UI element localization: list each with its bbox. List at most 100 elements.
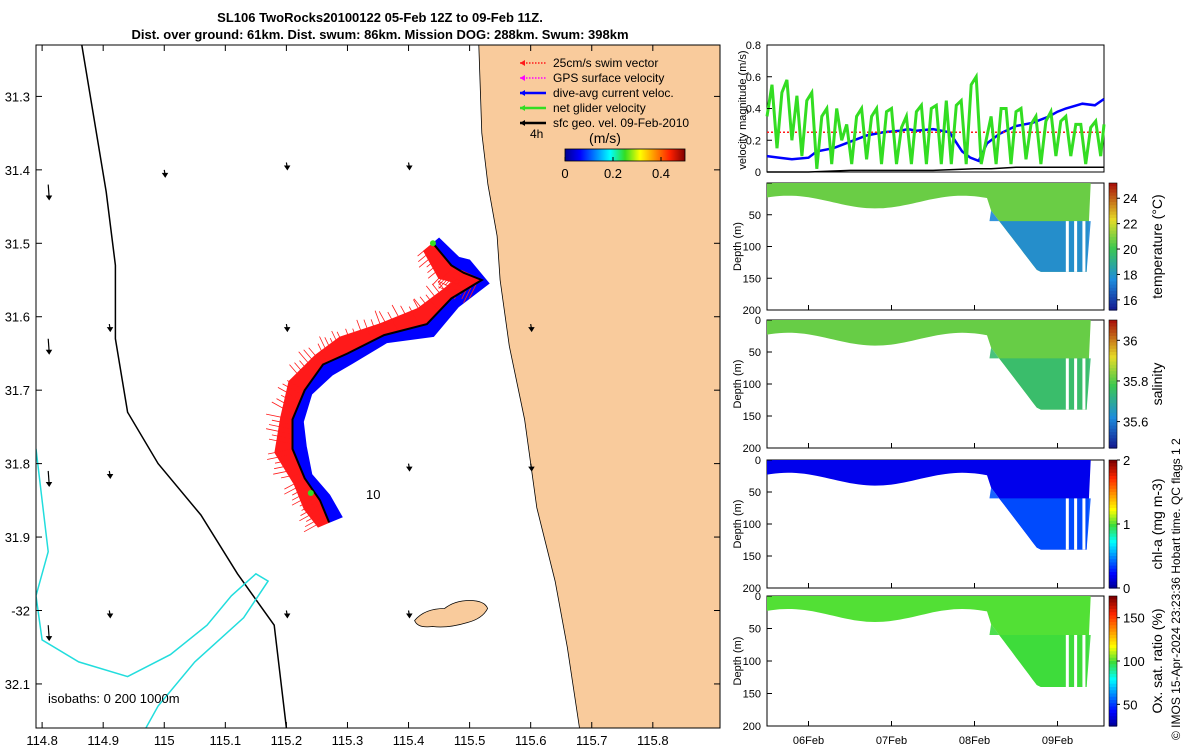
colorbar-segment <box>1109 416 1117 420</box>
colorbar-tick-label: 0 <box>1123 581 1130 596</box>
geo-arrow-head <box>45 349 53 355</box>
colorbar-segment <box>1109 479 1117 483</box>
colorbar-segment <box>1109 390 1117 395</box>
colorbar-label: chl-a (mg m-3) <box>1149 478 1165 569</box>
colorbar-segment <box>1109 371 1117 375</box>
colorbar-segment <box>1109 284 1117 289</box>
geo-arrow-head <box>106 473 114 479</box>
swim-vector-tick <box>363 319 373 342</box>
depth-ylabel: Depth (m) <box>732 360 744 409</box>
map-x-tick-label: 115.1 <box>210 733 242 748</box>
geo-arrow-head <box>283 165 291 171</box>
colorbar-segment <box>1109 377 1117 382</box>
swim-vector-tick <box>352 328 361 348</box>
swim-vector-tick <box>319 336 332 361</box>
map-x-tick-label: 115.3 <box>332 733 364 748</box>
colorbar-tick-label: 24 <box>1123 191 1137 206</box>
track-end-marker <box>307 489 314 496</box>
colorbar-segment <box>1109 469 1117 474</box>
profile-gap <box>1082 635 1086 687</box>
swim-vector-tick <box>387 311 399 332</box>
colorbar-segment <box>1109 618 1117 623</box>
depth-tick-label: 200 <box>743 443 761 455</box>
swim-vector-tick <box>289 364 309 387</box>
depth-tick-label: 150 <box>743 273 761 285</box>
depth-tick-label: 100 <box>743 242 761 254</box>
colorbar-segment <box>1109 428 1117 433</box>
colorbar-segment <box>1109 400 1117 404</box>
swim-vector-tick <box>437 280 462 293</box>
colorbar-segment <box>1109 546 1117 551</box>
track-time-label: 10 <box>366 487 380 502</box>
colorbar-segment <box>1109 683 1117 688</box>
colorbar-segment <box>1109 661 1117 665</box>
colorbar-segment <box>1109 488 1117 493</box>
section-data-fill <box>767 183 1091 272</box>
depth-tick-label: 50 <box>749 347 761 359</box>
colorbar-unit-label: (m/s) <box>589 130 621 146</box>
depth-ylabel: Depth (m) <box>732 222 744 271</box>
swim-vector-tick <box>268 424 293 430</box>
profile-gap <box>1082 358 1086 410</box>
colorbar-segment <box>1109 240 1117 244</box>
swim-vector-tick <box>277 387 301 401</box>
map-frame <box>35 44 721 729</box>
colorbar-segment <box>1109 495 1117 499</box>
profile-gap <box>1082 221 1086 272</box>
swim-vector-tick <box>306 510 325 522</box>
swim-vector-tick <box>452 272 464 296</box>
colorbar-segment <box>1109 409 1117 414</box>
map-x-tick-label: 115 <box>154 733 175 748</box>
swim-vector-tick <box>418 246 437 263</box>
colorbar-segment <box>1109 722 1117 727</box>
colorbar-segment <box>1109 256 1117 260</box>
map-x-tick-label: 115.6 <box>515 733 547 748</box>
swim-vector-tick <box>271 434 293 440</box>
colorbar-segment <box>1109 358 1117 363</box>
depth-tick-label: 200 <box>743 583 761 595</box>
map-y-tick-label: 31.6 <box>5 310 30 325</box>
swim-vector-tick <box>324 337 336 360</box>
legend-arrowhead <box>520 105 525 111</box>
colorbar-tick-label: 18 <box>1123 267 1137 282</box>
swim-vector-tick <box>370 319 379 339</box>
swim-vector-tick <box>437 281 452 299</box>
swim-vector-tick <box>303 349 321 370</box>
swim-vector-tick <box>271 419 293 425</box>
colorbar-segment <box>1109 329 1117 334</box>
colorbar-segment <box>1109 380 1117 385</box>
section-deep-fill <box>989 347 1091 410</box>
section-data-fill <box>767 460 1091 550</box>
colorbar-segment <box>1109 297 1117 302</box>
imos-credit: © IMOS 15-Apr-2024 23:23:36 Hobart time.… <box>1169 438 1183 740</box>
depth-tick-label: 50 <box>749 624 761 636</box>
depth-tick-label: 200 <box>743 305 761 317</box>
colorbar-segment <box>1109 700 1117 704</box>
geo-arrow-head <box>45 195 53 201</box>
swim-vector-tick <box>301 499 321 511</box>
colorbar-segment <box>1109 609 1117 613</box>
map-y-tick-label: -32 <box>11 603 30 618</box>
depth-tick-label: 200 <box>743 721 761 733</box>
colorbar-segment <box>1109 303 1117 308</box>
colorbar-segment <box>1109 716 1117 721</box>
colorbar-segment <box>1109 425 1117 430</box>
colorbar-segment <box>1109 422 1117 427</box>
colorbar-segment <box>1109 706 1117 711</box>
depth-tick-label: 150 <box>743 689 761 701</box>
colorbar-segment <box>1109 638 1117 643</box>
chart-title-line-1: SL106 TwoRocks20100122 05-Feb 12Z to 09-… <box>217 10 543 25</box>
colorbar-segment <box>1109 332 1117 337</box>
land-area <box>478 45 720 728</box>
colorbar-segment <box>1109 612 1117 617</box>
map-y-axis: 31.3 31.4 31.5 31.6 31.7 31.8 31.9 -32 32.1 <box>5 89 720 692</box>
section-data-fill <box>767 320 1091 410</box>
colorbar-segment <box>1109 572 1117 576</box>
colorbar-segment <box>1109 326 1117 331</box>
colorbar-segment <box>1109 520 1117 525</box>
swim-vector-tick <box>425 285 444 308</box>
swim-vector-tick <box>400 305 413 328</box>
colorbar-segment <box>1109 508 1117 512</box>
island <box>414 600 489 628</box>
